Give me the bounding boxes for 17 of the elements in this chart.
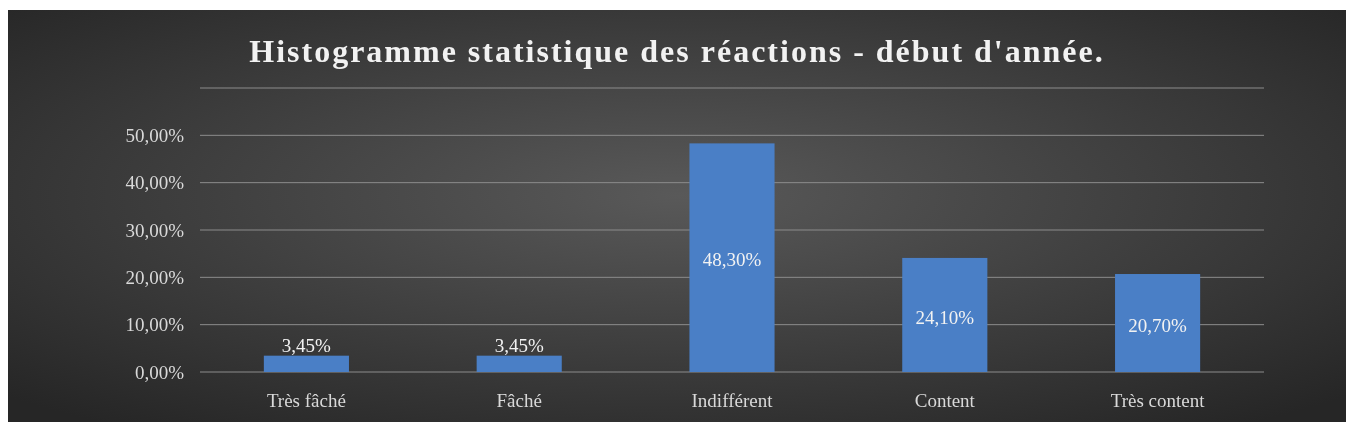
y-tick-label: 10,00% xyxy=(125,314,185,336)
y-tick-label: 0,00% xyxy=(134,361,185,383)
data-label: 20,70% xyxy=(1128,314,1188,336)
x-tick-label: Content xyxy=(914,390,976,411)
x-tick-label: Très content xyxy=(1110,390,1206,411)
y-tick-label: 30,00% xyxy=(125,219,185,241)
y-tick-label: 40,00% xyxy=(125,172,185,194)
data-label: 48,30% xyxy=(702,249,762,271)
data-label: 3,45% xyxy=(494,334,544,356)
x-tick-label: Très fâché xyxy=(266,390,346,411)
chart-title: Histogramme statistique des réactions - début d'année. xyxy=(249,33,1105,69)
x-tick-label: Fâché xyxy=(496,390,542,411)
y-tick-label: 20,00% xyxy=(125,266,185,288)
data-label: 3,45% xyxy=(281,334,332,356)
data-label: 24,10% xyxy=(915,306,975,328)
x-tick-label: Indifférent xyxy=(691,390,774,411)
y-tick-label: 50,00% xyxy=(125,124,185,146)
